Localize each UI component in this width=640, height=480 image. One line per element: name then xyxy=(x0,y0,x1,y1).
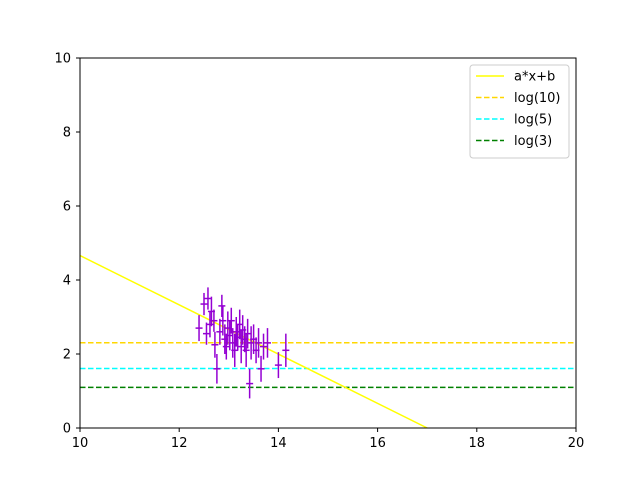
data-point xyxy=(274,352,282,379)
y-tick-label: 4 xyxy=(63,274,71,289)
data-point xyxy=(206,311,214,338)
data-point xyxy=(211,331,219,358)
data-point xyxy=(210,309,218,332)
y-tick-label: 0 xyxy=(63,422,71,437)
data-point xyxy=(260,333,268,360)
legend: a*x+b log(10) log(5) log(3) xyxy=(469,64,570,159)
y-tick-label: 2 xyxy=(63,348,71,363)
legend-label: log(10) xyxy=(514,91,561,106)
data-point xyxy=(202,322,210,345)
x-axis: 10 12 14 16 18 20 xyxy=(72,428,585,451)
y-tick-label: 10 xyxy=(54,52,71,67)
data-point xyxy=(237,329,245,364)
y-tick-label: 8 xyxy=(63,126,71,141)
data-point xyxy=(263,328,271,358)
plot-area-frame xyxy=(79,57,577,429)
y-tick-label: 6 xyxy=(63,200,71,215)
data-point xyxy=(242,333,250,367)
data-point xyxy=(222,333,230,360)
legend-label: a*x+b xyxy=(514,70,555,85)
data-point xyxy=(246,368,254,399)
x-tick-label: 20 xyxy=(568,436,585,451)
reference-lines xyxy=(80,342,576,389)
x-tick-label: 16 xyxy=(369,436,386,451)
data-point xyxy=(204,287,212,310)
data-point xyxy=(200,292,208,316)
data-point xyxy=(232,317,240,347)
legend-label: log(5) xyxy=(514,113,552,128)
x-tick-label: 14 xyxy=(270,436,287,451)
scatter-points xyxy=(195,287,290,399)
data-point xyxy=(219,305,227,336)
legend-box xyxy=(469,64,570,159)
data-point xyxy=(195,315,203,342)
legend-label: log(3) xyxy=(514,134,552,149)
x-tick-label: 10 xyxy=(72,436,89,451)
x-tick-label: 18 xyxy=(469,436,486,451)
data-point xyxy=(213,354,221,384)
data-point xyxy=(218,294,226,317)
data-point xyxy=(227,307,235,334)
y-axis: 0 2 4 6 8 10 xyxy=(54,52,80,437)
x-tick-label: 12 xyxy=(171,436,188,451)
data-point xyxy=(282,333,290,367)
data-point xyxy=(257,355,265,382)
data-point xyxy=(255,328,263,358)
